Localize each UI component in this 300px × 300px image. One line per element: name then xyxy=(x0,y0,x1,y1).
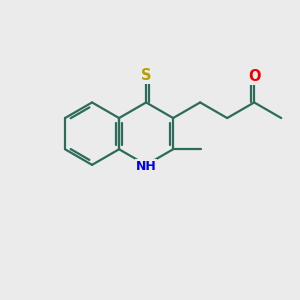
Text: NH: NH xyxy=(136,160,157,173)
Text: S: S xyxy=(141,68,151,83)
Text: O: O xyxy=(248,69,260,84)
